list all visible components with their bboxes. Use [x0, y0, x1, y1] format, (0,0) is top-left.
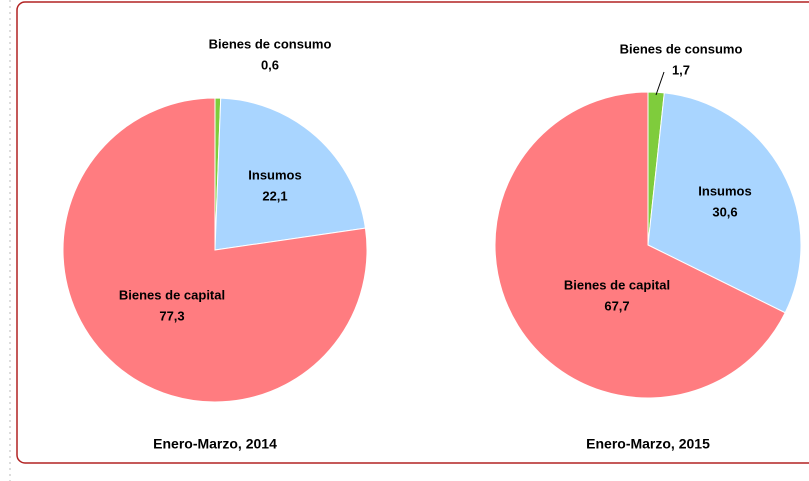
slice-value: 67,7 — [604, 298, 629, 313]
pie-slice — [494, 91, 786, 399]
slice-label: Bienes de consumo — [620, 41, 743, 56]
frame — [16, 1, 809, 464]
slice-label: Bienes de consumo — [209, 36, 332, 51]
slice-value: 0,6 — [261, 57, 279, 72]
pie-title: Enero-Marzo, 2015 — [586, 436, 710, 452]
slice-label: Insumos — [248, 167, 301, 182]
slice-value: 30,6 — [712, 204, 737, 219]
pie-slice — [62, 97, 368, 403]
slice-label: Bienes de capital — [119, 287, 225, 302]
slice-value: 1,7 — [672, 62, 690, 77]
leader-line — [655, 71, 665, 96]
pie-title: Enero-Marzo, 2014 — [153, 436, 277, 452]
pie-slice — [647, 92, 802, 314]
slice-label: Bienes de capital — [564, 277, 670, 292]
slice-value: 22,1 — [262, 188, 287, 203]
slice-label: Insumos — [698, 183, 751, 198]
slice-value: 77,3 — [159, 308, 184, 323]
pie-slice — [214, 97, 366, 251]
